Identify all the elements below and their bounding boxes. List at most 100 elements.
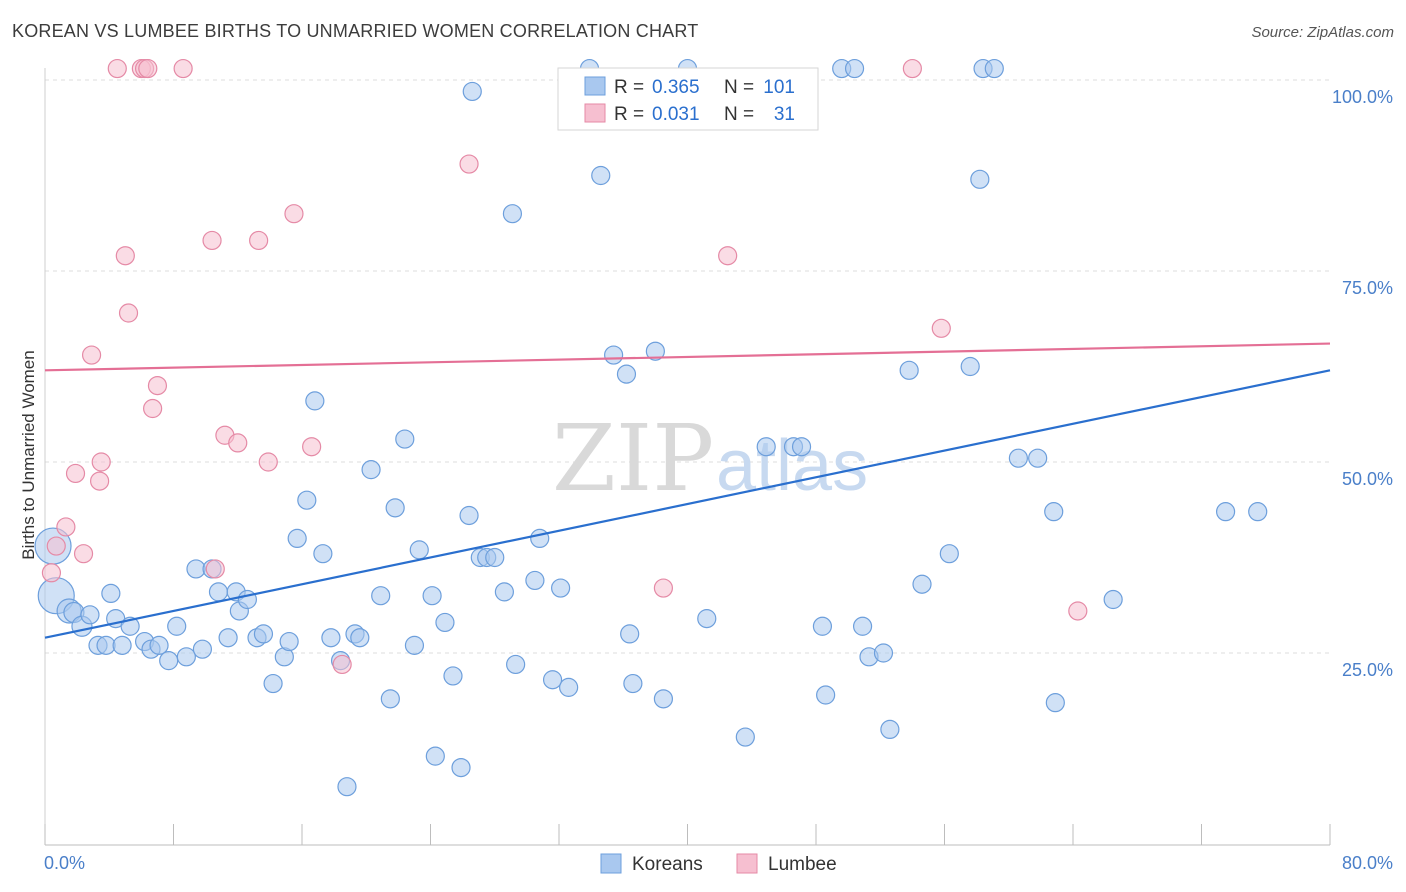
korean-point-49 [435, 612, 455, 633]
watermark: ZIP atlas [552, 405, 868, 512]
lumbee-point-28 [718, 246, 738, 266]
bottom-legend: Koreans Lumbee [600, 853, 837, 875]
watermark-zip: ZIP [552, 405, 714, 512]
lumbee-point-16 [173, 58, 193, 79]
korean-point-27 [253, 624, 274, 644]
lumbee-point-1 [46, 536, 66, 556]
korean-point-69 [620, 624, 640, 644]
legend-r-label-koreans: R = [614, 77, 644, 98]
korean-point-99 [756, 437, 776, 457]
korean-point-84 [880, 719, 900, 740]
korean-point-83 [873, 643, 894, 663]
korean-point-94 [1044, 502, 1064, 522]
legend-r-value-koreans: 0.365 [652, 77, 700, 98]
legend-swatch-koreans [584, 76, 606, 96]
lumbee-point-20 [228, 433, 248, 453]
legend-n-value-koreans: 101 [763, 77, 795, 98]
korean-point-86 [912, 574, 932, 594]
lumbee-point-24 [302, 437, 322, 457]
korean-point-56 [485, 547, 505, 568]
korean-point-35 [321, 628, 341, 648]
korean-point-53 [462, 81, 482, 102]
x-tick-label-1: 80.0% [1342, 853, 1393, 873]
korean-point-52 [459, 505, 479, 526]
korean-point-42 [380, 689, 400, 709]
korean-point-15 [159, 651, 179, 671]
korean-point-18 [186, 559, 206, 579]
korean-point-50 [443, 666, 463, 686]
bottom-legend-lumbee: Lumbee [768, 854, 837, 875]
legend-n-label-lumbee: N = [724, 104, 754, 125]
korean-point-89 [970, 169, 990, 189]
legend-box: R = 0.365 N = 101 R = 0.031 N = 31 [557, 67, 819, 131]
korean-point-10 [112, 635, 132, 655]
chart-title: KOREAN VS LUMBEE BIRTHS TO UNMARRIED WOM… [12, 21, 699, 41]
tick-labels: 25.0% 50.0% 75.0% 100.0% 0.0% 80.0% [44, 87, 1393, 873]
korean-point-57 [494, 582, 514, 602]
y-axis-label: Births to Unmarried Women [19, 350, 38, 559]
korean-point-17 [176, 647, 196, 667]
korean-point-74 [697, 609, 717, 629]
lumbee-point-5 [81, 345, 102, 365]
korean-point-91 [984, 58, 1004, 79]
korean-point-93 [1028, 448, 1048, 468]
korean-point-64 [559, 677, 579, 697]
lumbee-point-31 [1068, 601, 1088, 621]
lumbee-point-13 [138, 58, 158, 79]
korean-point-7 [96, 635, 116, 655]
korean-point-70 [623, 673, 643, 694]
korean-point-95 [1045, 693, 1065, 713]
legend-n-label-koreans: N = [724, 77, 754, 98]
korean-point-39 [350, 628, 370, 648]
korean-point-61 [530, 528, 550, 549]
korean-point-66 [591, 165, 611, 186]
legend-r-label-lumbee: R = [614, 104, 644, 125]
korean-point-41 [371, 586, 391, 606]
korean-point-59 [506, 654, 526, 675]
y-tick-label-1: 50.0% [1342, 469, 1393, 489]
korean-point-81 [852, 616, 873, 636]
korean-point-78 [816, 685, 836, 705]
lumbee-point-8 [107, 58, 127, 79]
korean-point-22 [218, 628, 238, 648]
lumbee-point-29 [902, 58, 922, 79]
lumbee-point-27 [653, 578, 674, 598]
lumbee-point-18 [205, 559, 225, 579]
lumbee-point-2 [56, 517, 76, 537]
lumbee-point-10 [118, 303, 139, 323]
korean-point-63 [551, 578, 571, 598]
korean-point-58 [502, 204, 523, 224]
korean-point-96 [1103, 589, 1123, 610]
korean-point-16 [167, 616, 187, 636]
korean-point-21 [208, 582, 229, 602]
korean-point-98 [1248, 502, 1268, 522]
korean-point-48 [425, 746, 445, 766]
korean-point-14 [149, 635, 169, 655]
korean-point-19 [192, 639, 213, 659]
legend-r-value-lumbee: 0.031 [652, 104, 700, 125]
korean-point-45 [404, 635, 425, 655]
series-koreans [34, 58, 1268, 797]
korean-point-77 [812, 616, 833, 636]
korean-point-31 [287, 528, 307, 549]
y-tick-label-3: 100.0% [1332, 87, 1393, 107]
x-tick-label-0: 0.0% [44, 853, 85, 873]
trend-line-koreans [44, 369, 1331, 639]
bottom-legend-swatch-lumbee [736, 853, 758, 874]
korean-point-37 [337, 777, 357, 797]
y-tick-label-2: 75.0% [1342, 278, 1393, 298]
legend-swatch-lumbee [584, 103, 606, 123]
trend-lines [44, 342, 1331, 639]
lumbee-point-23 [284, 204, 304, 224]
lumbee-point-15 [147, 376, 168, 396]
lumbee-point-22 [258, 452, 278, 472]
lumbee-point-9 [115, 246, 135, 266]
bottom-legend-swatch-koreans [600, 853, 622, 874]
korean-point-80 [844, 58, 865, 79]
lumbee-point-3 [65, 463, 86, 484]
korean-point-87 [939, 544, 959, 564]
lumbee-point-14 [143, 398, 163, 419]
korean-point-46 [409, 540, 429, 560]
korean-point-30 [279, 631, 299, 652]
